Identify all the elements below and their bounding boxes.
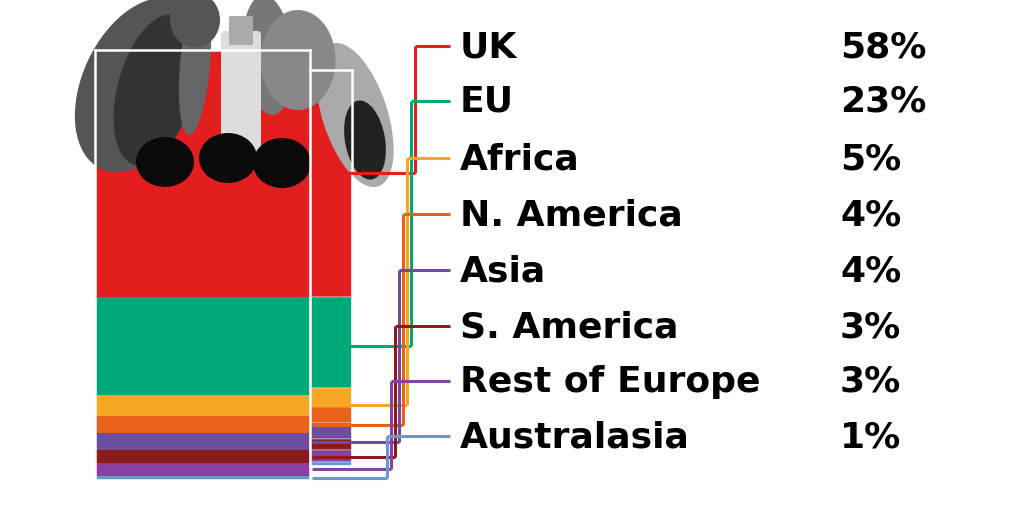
FancyBboxPatch shape (229, 16, 253, 45)
Polygon shape (95, 476, 310, 480)
Polygon shape (310, 407, 352, 423)
Polygon shape (95, 395, 310, 416)
Polygon shape (310, 423, 352, 438)
Polygon shape (310, 387, 352, 407)
Ellipse shape (114, 14, 197, 166)
Ellipse shape (179, 0, 211, 135)
Polygon shape (95, 297, 310, 395)
Polygon shape (310, 438, 352, 450)
Polygon shape (310, 297, 352, 387)
Text: 3%: 3% (840, 310, 901, 344)
Polygon shape (95, 433, 310, 450)
Ellipse shape (260, 10, 336, 110)
Ellipse shape (136, 137, 194, 187)
Text: 4%: 4% (840, 254, 901, 288)
Text: 3%: 3% (840, 365, 901, 399)
Polygon shape (310, 450, 352, 462)
Ellipse shape (170, 0, 220, 48)
Text: Africa: Africa (460, 142, 580, 176)
Ellipse shape (243, 0, 294, 115)
Polygon shape (95, 50, 310, 297)
Text: Asia: Asia (460, 254, 546, 288)
Ellipse shape (344, 101, 386, 179)
Text: EU: EU (460, 85, 514, 119)
Text: S. America: S. America (460, 310, 679, 344)
Text: 4%: 4% (840, 198, 901, 232)
Text: 5%: 5% (840, 142, 901, 176)
Ellipse shape (75, 0, 205, 172)
Polygon shape (95, 450, 310, 463)
Text: Rest of Europe: Rest of Europe (460, 365, 761, 399)
Text: N. America: N. America (460, 198, 683, 232)
Ellipse shape (316, 43, 393, 187)
Text: 23%: 23% (840, 85, 927, 119)
Text: 58%: 58% (840, 30, 927, 64)
FancyBboxPatch shape (221, 31, 261, 157)
Polygon shape (310, 70, 352, 297)
Text: 1%: 1% (840, 420, 901, 454)
Ellipse shape (253, 138, 311, 188)
Text: UK: UK (460, 30, 517, 64)
Polygon shape (95, 416, 310, 433)
Polygon shape (310, 462, 352, 466)
Text: Australasia: Australasia (460, 420, 690, 454)
Ellipse shape (199, 133, 257, 183)
Polygon shape (95, 463, 310, 476)
